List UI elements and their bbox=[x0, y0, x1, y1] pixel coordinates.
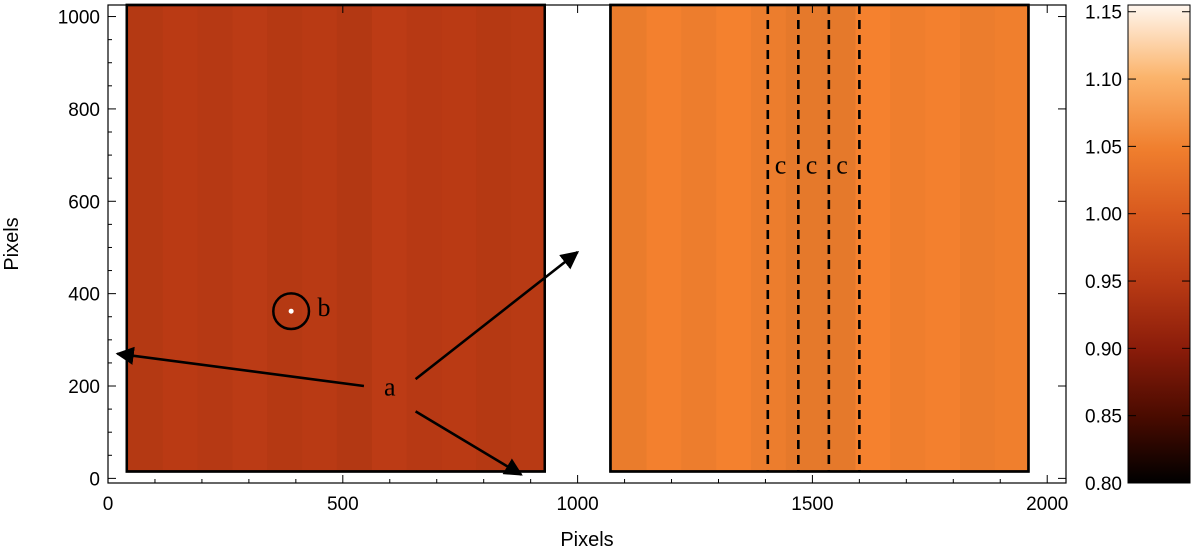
image-panels bbox=[125, 3, 1030, 473]
panel-column-band bbox=[925, 6, 960, 471]
panel-column-band bbox=[611, 6, 647, 471]
colorbar-tick-label: 1.05 bbox=[1085, 137, 1122, 158]
y-tick-label: 200 bbox=[68, 377, 100, 398]
panel-column-band bbox=[162, 6, 198, 471]
panel-column-band bbox=[890, 6, 926, 471]
y-tick-label: 600 bbox=[68, 192, 100, 213]
x-tick-label: 1500 bbox=[791, 494, 833, 515]
colorbar-tick-label: 0.90 bbox=[1085, 339, 1122, 360]
colorbar-gradient bbox=[1127, 4, 1191, 484]
colorbar-tick-label: 1.15 bbox=[1085, 3, 1122, 24]
plot-frame bbox=[107, 4, 1067, 484]
panel-column-band bbox=[406, 6, 442, 471]
panel-column-band bbox=[785, 6, 821, 471]
colorbar: 0.80 0.85 0.90 0.95 1.00 1.05 1.10 1.15 bbox=[1085, 3, 1191, 495]
panel-column-band bbox=[476, 6, 512, 471]
panel-column-band bbox=[646, 6, 682, 471]
feature-circle bbox=[272, 292, 311, 331]
colorbar-ticks: 0.80 0.85 0.90 0.95 1.00 1.05 1.10 1.15 bbox=[1085, 3, 1190, 495]
annotation-label: c bbox=[836, 151, 848, 180]
y-axis: 0 200 400 600 800 1000 bbox=[58, 8, 1066, 490]
panel-column-band bbox=[336, 6, 372, 471]
panel-left bbox=[125, 3, 546, 473]
annotation-label: c bbox=[775, 151, 787, 180]
overlays: abc c c bbox=[115, 5, 861, 476]
x-tick-label: 2000 bbox=[1026, 494, 1068, 515]
panel-column-band bbox=[855, 6, 891, 471]
x-tick-label: 0 bbox=[103, 494, 114, 515]
y-tick-label: 0 bbox=[89, 469, 100, 490]
colorbar-tick-label: 0.85 bbox=[1085, 407, 1122, 428]
colorbar-tick-label: 0.80 bbox=[1085, 474, 1122, 495]
panel-column-band bbox=[959, 6, 995, 471]
x-axis: 0 500 1000 1500 2000 bbox=[103, 5, 1068, 515]
x-tick-label: 500 bbox=[327, 494, 359, 515]
colorbar-tick-label: 1.10 bbox=[1085, 70, 1122, 91]
x-axis-title: Pixels bbox=[560, 529, 613, 551]
panel-column-band bbox=[511, 6, 546, 471]
y-tick-label: 400 bbox=[68, 285, 100, 306]
feature-spot bbox=[288, 308, 294, 314]
panel-column-band bbox=[820, 6, 856, 471]
y-tick-label: 1000 bbox=[58, 8, 100, 29]
panel-column-band bbox=[681, 6, 717, 471]
arrow bbox=[414, 250, 580, 381]
panel-right bbox=[609, 3, 1030, 473]
panel-column-band bbox=[994, 6, 1030, 471]
panel-column-band bbox=[371, 6, 407, 471]
panel-column-band bbox=[441, 6, 477, 471]
panel-column-band bbox=[197, 6, 233, 471]
panel-column-band bbox=[127, 6, 163, 471]
annotation-label: b bbox=[318, 293, 331, 322]
panel-column-band bbox=[716, 6, 751, 471]
x-tick-label: 1000 bbox=[556, 494, 598, 515]
panel-column-band bbox=[232, 6, 268, 471]
annotation-label: a bbox=[384, 372, 396, 401]
y-tick-label: 800 bbox=[68, 100, 100, 121]
y-axis-title: Pixels bbox=[1, 217, 23, 270]
panel-column-band bbox=[302, 6, 337, 471]
arrow bbox=[115, 346, 365, 388]
colorbar-tick-label: 1.00 bbox=[1085, 205, 1122, 226]
annotation-label: c bbox=[806, 151, 818, 180]
arrow bbox=[414, 410, 523, 476]
colorbar-tick-label: 0.95 bbox=[1085, 272, 1122, 293]
panel-column-band bbox=[267, 6, 303, 471]
